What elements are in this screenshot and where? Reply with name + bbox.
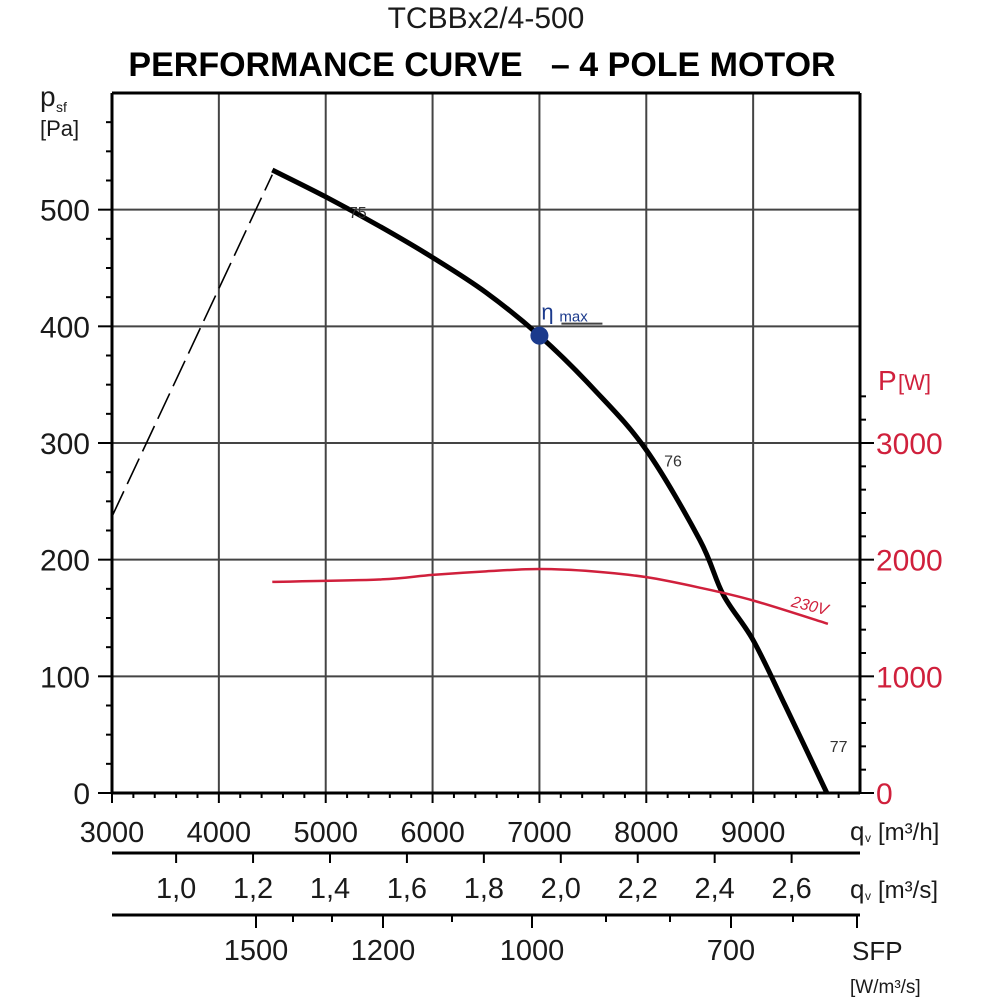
x2-tick-label: 1,0 <box>156 873 196 905</box>
svg-text:P: P <box>878 365 897 396</box>
grid <box>112 93 860 793</box>
x2-tick-label: 2,4 <box>695 873 735 905</box>
stall-region-curve <box>111 174 274 517</box>
eta-max-point <box>530 326 549 345</box>
y-axis-label: p sf [Pa] <box>40 81 79 141</box>
x2-axis-label: q v [m³/s] <box>850 874 938 904</box>
eta-max-label: max <box>559 309 588 326</box>
y-tick-label: 300 <box>40 428 90 461</box>
svg-text:v: v <box>865 889 871 903</box>
svg-text:p: p <box>40 81 56 112</box>
eta-max-symbol: η <box>541 300 553 325</box>
x2-tick-label: 1,2 <box>233 873 273 905</box>
svg-text:sf: sf <box>56 99 67 115</box>
y-tick-label: 100 <box>40 661 90 694</box>
power-curve-label: 230V <box>789 593 832 619</box>
svg-text:q: q <box>850 874 864 904</box>
y-tick-label: 0 <box>73 778 90 811</box>
x2-tick-label: 1,4 <box>310 873 350 905</box>
y2-tick-label: 3000 <box>876 428 943 461</box>
svg-text:[W]: [W] <box>898 370 931 395</box>
x-tick-label: 6000 <box>400 817 465 849</box>
series <box>111 167 830 795</box>
sfp-tick-label: 1200 <box>351 935 416 967</box>
y-tick-label: 200 <box>40 545 90 578</box>
svg-text:SFP: SFP <box>852 936 903 966</box>
sfp-axis-label: SFP [W/m³/s] <box>850 936 921 998</box>
pressure-curve <box>271 167 830 795</box>
model-title: TCBBx2/4-500 <box>388 2 585 35</box>
svg-text:[Pa]: [Pa] <box>40 116 79 141</box>
y2-tick-label: 1000 <box>876 661 943 694</box>
y2-tick-label: 0 <box>876 778 893 811</box>
x2-tick-label: 2,6 <box>771 873 811 905</box>
x-tick-label: 3000 <box>80 817 145 849</box>
x-tick-label: 7000 <box>507 817 572 849</box>
x2-tick-label: 1,6 <box>387 873 427 905</box>
sfp-tick-label: 1500 <box>224 935 289 967</box>
power-curve <box>272 567 829 626</box>
svg-text:[m³/s]: [m³/s] <box>878 877 938 904</box>
svg-text:[W/m³/s]: [W/m³/s] <box>850 977 921 998</box>
y-tick-label: 500 <box>40 195 90 228</box>
x2-tick-label: 2,2 <box>618 873 658 905</box>
sfp-tick-label: 1000 <box>500 935 565 967</box>
annotations: 75 76 77 230V η max <box>349 205 848 756</box>
y-tick-label: 400 <box>40 311 90 344</box>
x2-tick-label: 1,8 <box>464 873 504 905</box>
x-axis-label: q v [m³/h] <box>850 816 939 846</box>
x-tick-label: 9000 <box>721 817 786 849</box>
x-tick-label: 8000 <box>614 817 679 849</box>
chart-title: PERFORMANCE CURVE – 4 POLE MOTOR <box>128 46 835 84</box>
sfp-tick-label: 700 <box>707 935 755 967</box>
efficiency-label: 76 <box>664 453 682 470</box>
svg-text:[m³/h]: [m³/h] <box>878 819 939 846</box>
x-tick-label: 5000 <box>293 817 358 849</box>
x-tick-label: 4000 <box>187 817 252 849</box>
efficiency-label: 77 <box>830 739 848 756</box>
efficiency-label: 75 <box>349 205 367 222</box>
y2-axis-label: P [W] <box>878 365 931 396</box>
x2-tick-label: 2,0 <box>541 873 581 905</box>
y2-tick-label: 2000 <box>876 545 943 578</box>
svg-text:v: v <box>865 831 871 845</box>
svg-text:q: q <box>850 816 864 846</box>
